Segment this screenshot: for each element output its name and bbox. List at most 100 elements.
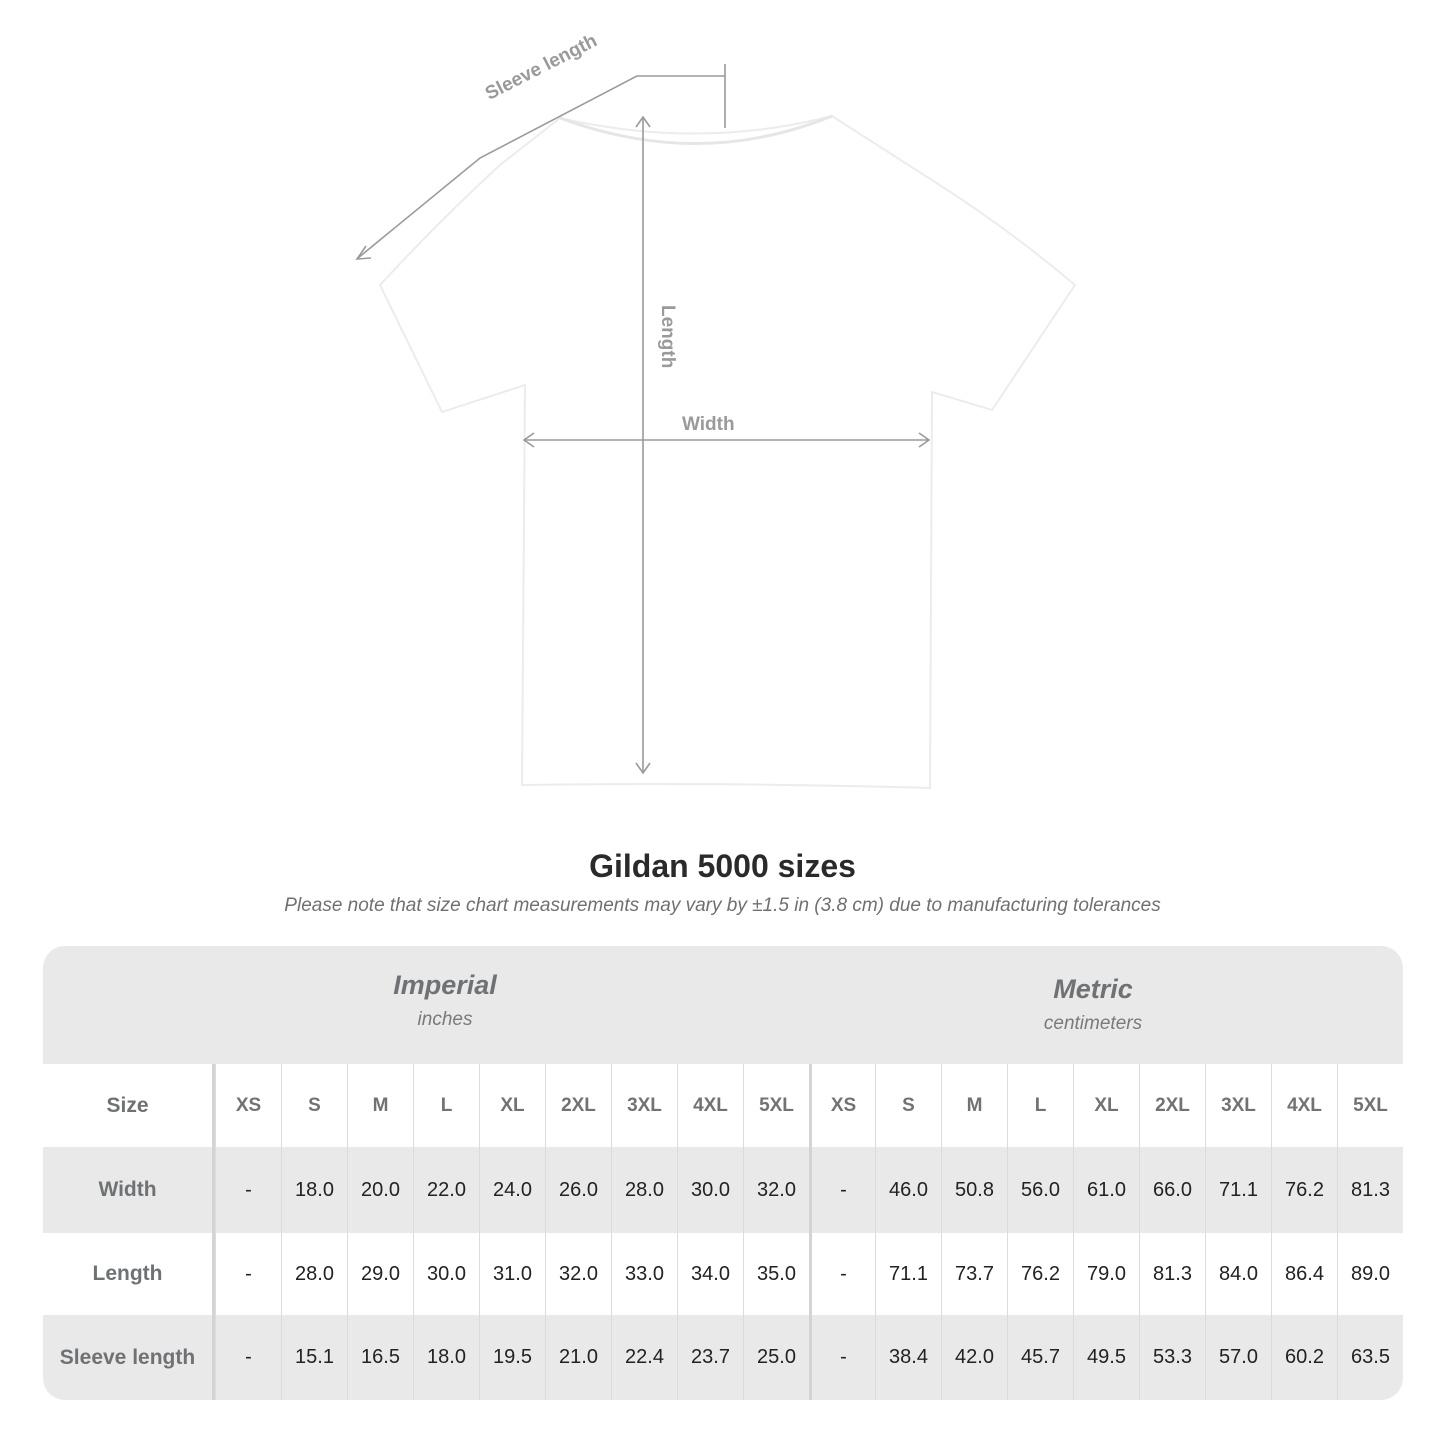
value-cell: 16.5 xyxy=(347,1315,413,1400)
size-header-cell: XL xyxy=(479,1064,545,1147)
value-cell: 84.0 xyxy=(1205,1233,1271,1315)
value-cell: 34.0 xyxy=(677,1233,743,1315)
table-row: Sleeve length -15.1 16.5 18.0 19.5 21.0 22.4 23… xyxy=(43,1315,1403,1400)
value-cell: 22.0 xyxy=(413,1147,479,1233)
value-cell: 15.1 xyxy=(281,1315,347,1400)
value-cell: 21.0 xyxy=(545,1315,611,1400)
value-cell: 32.0 xyxy=(545,1233,611,1315)
size-header-cell: 3XL xyxy=(1205,1064,1271,1147)
value-cell: 30.0 xyxy=(677,1147,743,1233)
sleeve-measure-line xyxy=(357,75,725,259)
value-cell: 66.0 xyxy=(1139,1147,1205,1233)
value-cell: 50.8 xyxy=(941,1147,1007,1233)
length-label: Length xyxy=(657,305,678,369)
value-cell: 49.5 xyxy=(1073,1315,1139,1400)
size-header-cell: 4XL xyxy=(677,1064,743,1147)
value-cell: 63.5 xyxy=(1337,1315,1403,1400)
value-cell: - xyxy=(809,1147,875,1233)
value-cell: 23.7 xyxy=(677,1315,743,1400)
chart-title: Gildan 5000 sizes xyxy=(589,848,856,884)
size-header-cell: 5XL xyxy=(743,1064,809,1147)
imperial-unit: inches xyxy=(417,1009,473,1030)
value-cell: - xyxy=(215,1233,281,1315)
metric-title: Metric xyxy=(1053,974,1133,1004)
unit-header xyxy=(43,946,1403,1064)
value-cell: 81.3 xyxy=(1337,1147,1403,1233)
size-header-cell: M xyxy=(941,1064,1007,1147)
value-cell: - xyxy=(809,1315,875,1400)
size-table: Imperial inches Metric centimeters Size X… xyxy=(43,946,1403,1400)
value-cell: 56.0 xyxy=(1007,1147,1073,1233)
sleeve-arrowhead xyxy=(355,245,372,260)
value-cell: 25.0 xyxy=(743,1315,809,1400)
value-cell: 31.0 xyxy=(479,1233,545,1315)
length-arrow-bottom xyxy=(635,762,651,775)
value-cell: 28.0 xyxy=(611,1147,677,1233)
value-cell: 20.0 xyxy=(347,1147,413,1233)
value-cell: 71.1 xyxy=(875,1233,941,1315)
table-row: Length -28.0 29.0 30.0 31.0 32.0 33.0 34.0 35.0-… xyxy=(43,1233,1403,1315)
size-header-cell: XL xyxy=(1073,1064,1139,1147)
size-header-cell: XS xyxy=(809,1064,875,1147)
value-cell: 89.0 xyxy=(1337,1233,1403,1315)
row-label: Size xyxy=(43,1064,215,1147)
size-header-cell: S xyxy=(281,1064,347,1147)
tshirt-diagram xyxy=(355,64,1077,790)
value-cell: 19.5 xyxy=(479,1315,545,1400)
value-cell: 79.0 xyxy=(1073,1233,1139,1315)
size-header-cell: 4XL xyxy=(1271,1064,1337,1147)
value-cell: 45.7 xyxy=(1007,1315,1073,1400)
row-label: Sleeve length xyxy=(43,1315,215,1400)
size-header-cell: 2XL xyxy=(1139,1064,1205,1147)
imperial-title: Imperial xyxy=(393,970,497,1000)
size-header-cell: 5XL xyxy=(1337,1064,1403,1147)
width-arrow-left xyxy=(522,432,535,448)
size-header-cell: L xyxy=(1007,1064,1073,1147)
value-cell: 26.0 xyxy=(545,1147,611,1233)
value-cell: 57.0 xyxy=(1205,1315,1271,1400)
value-cell: 32.0 xyxy=(743,1147,809,1233)
row-label: Width xyxy=(43,1147,215,1233)
value-cell: 61.0 xyxy=(1073,1147,1139,1233)
value-cell: 76.2 xyxy=(1007,1233,1073,1315)
width-arrow-right xyxy=(918,432,931,448)
value-cell: - xyxy=(215,1315,281,1400)
size-header-cell: 2XL xyxy=(545,1064,611,1147)
width-label: Width xyxy=(682,414,735,435)
value-cell: 71.1 xyxy=(1205,1147,1271,1233)
collar xyxy=(559,114,833,145)
value-cell: 24.0 xyxy=(479,1147,545,1233)
value-cell: 22.4 xyxy=(611,1315,677,1400)
value-cell: 29.0 xyxy=(347,1233,413,1315)
tshirt-image xyxy=(378,114,1077,790)
value-cell: 38.4 xyxy=(875,1315,941,1400)
value-cell: - xyxy=(215,1147,281,1233)
value-cell: 86.4 xyxy=(1271,1233,1337,1315)
size-header-cell: 3XL xyxy=(611,1064,677,1147)
value-cell: 18.0 xyxy=(413,1315,479,1400)
tolerance-note: Please note that size chart measurements… xyxy=(284,895,1161,916)
imperial-header: Imperial inches xyxy=(215,970,675,1031)
row-label: Length xyxy=(43,1233,215,1315)
length-arrow-top xyxy=(635,115,651,128)
value-cell: 18.0 xyxy=(281,1147,347,1233)
size-header-row: Size XS S M L XL 2XL 3XL 4XL 5XL XS S M L XL 2XL 3XL 4XL 5… xyxy=(43,1064,1403,1147)
size-header-cell: L xyxy=(413,1064,479,1147)
size-header-cell: M xyxy=(347,1064,413,1147)
value-cell: 73.7 xyxy=(941,1233,1007,1315)
value-cell: 53.3 xyxy=(1139,1315,1205,1400)
value-cell: 35.0 xyxy=(743,1233,809,1315)
value-cell: - xyxy=(809,1233,875,1315)
value-cell: 76.2 xyxy=(1271,1147,1337,1233)
value-cell: 30.0 xyxy=(413,1233,479,1315)
metric-unit: centimeters xyxy=(1043,1013,1143,1034)
value-cell: 46.0 xyxy=(875,1147,941,1233)
value-cell: 81.3 xyxy=(1139,1233,1205,1315)
value-cell: 28.0 xyxy=(281,1233,347,1315)
value-cell: 60.2 xyxy=(1271,1315,1337,1400)
metric-header: Metric centimeters xyxy=(863,974,1323,1035)
size-header-cell: XS xyxy=(215,1064,281,1147)
value-cell: 42.0 xyxy=(941,1315,1007,1400)
value-cell: 33.0 xyxy=(611,1233,677,1315)
table-row: Width -18.0 20.0 22.0 24.0 26.0 28.0 30.0 32.0-4… xyxy=(43,1147,1403,1233)
